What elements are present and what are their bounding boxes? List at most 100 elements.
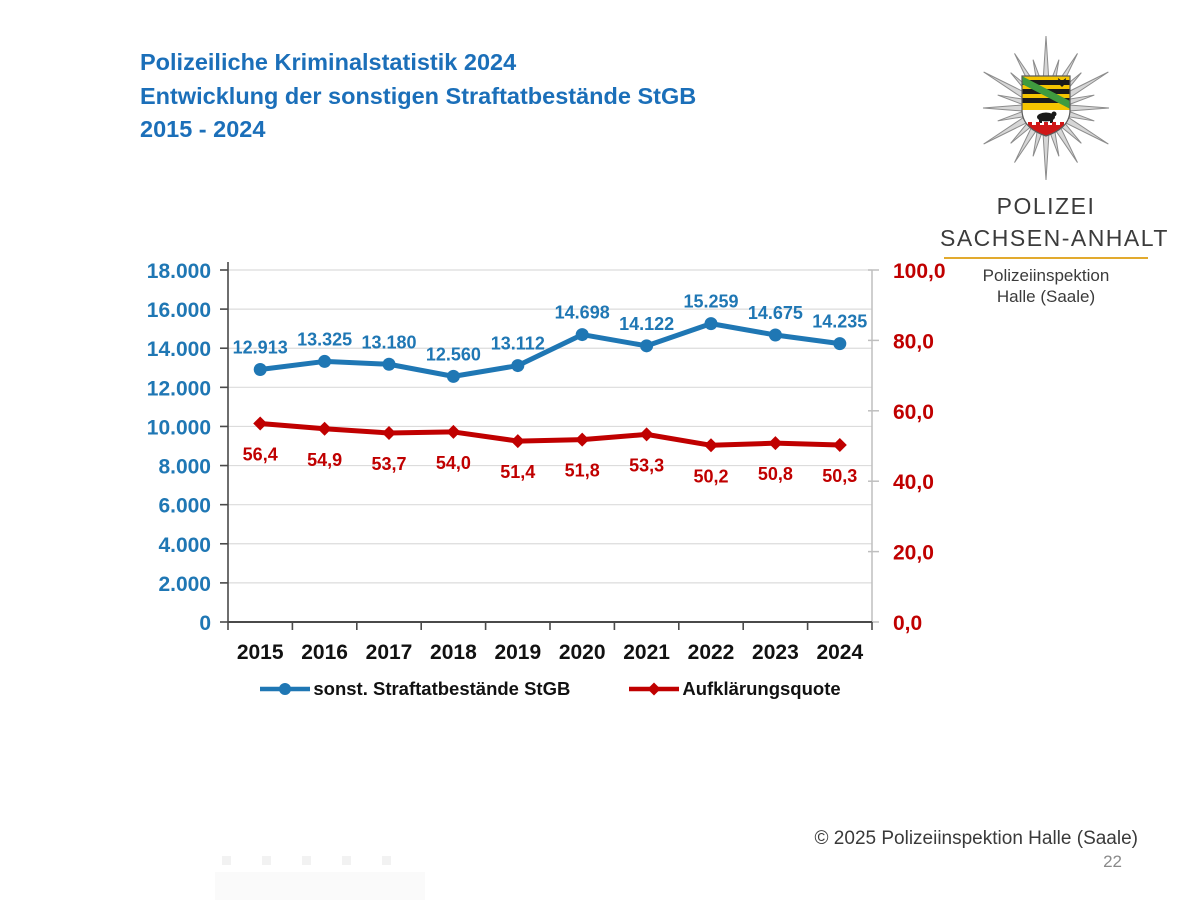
police-logo: POLIZEI SACHSEN-ANHALT Polizeiinspektion…	[940, 28, 1169, 307]
data-label: 53,3	[629, 455, 664, 475]
data-label: 51,4	[500, 462, 535, 482]
data-point-circle	[768, 328, 782, 342]
x-axis-year-label: 2017	[366, 641, 413, 664]
data-point-circle	[511, 359, 525, 373]
shield-outline	[1021, 75, 1071, 137]
logo-org-line2: SACHSEN-ANHALT	[940, 225, 1169, 251]
arms-black-stripe	[1022, 98, 1070, 103]
arms-red-base	[1022, 125, 1070, 136]
logo-dept-line2: Halle (Saale)	[996, 287, 1096, 306]
left-axis-label: 0	[199, 612, 211, 635]
right-axis-label: 80,0	[893, 330, 934, 353]
logo-dept-line1: Polizeiinspektion	[982, 266, 1110, 285]
data-point-diamond	[639, 427, 654, 442]
data-point-diamond	[768, 436, 783, 451]
data-point-diamond	[382, 425, 396, 440]
data-point-diamond	[704, 438, 718, 453]
data-point-diamond	[575, 432, 590, 447]
right-axis-label: 100,0	[893, 260, 946, 283]
data-point-circle	[382, 357, 396, 371]
x-axis-year-label: 2019	[494, 641, 541, 664]
right-axis-label: 0,0	[893, 612, 922, 635]
series-stgb: 12.913 13.325 13.180 12.560 13.112 14.698 14.1…	[233, 292, 867, 383]
series-line	[257, 420, 843, 448]
data-point-diamond	[832, 437, 847, 452]
left-axis-label: 2.000	[158, 573, 211, 596]
x-axis-year-label: 2023	[752, 641, 799, 664]
footer-copyright: © 2025 Polizeiinspektion Halle (Saale)	[814, 828, 1138, 849]
right-axis: 0,0 20,0 40,0 60,0 80,0 100,0	[868, 260, 946, 635]
data-label: 54,9	[307, 450, 342, 470]
legend-label-stgb: sonst. Straftatbestände StGB	[313, 678, 571, 699]
data-label: 51,8	[565, 461, 600, 481]
data-label: 12.913	[233, 337, 288, 357]
red-line-diamond-marker-icon	[629, 682, 680, 696]
x-axis-year-label: 2020	[559, 641, 606, 664]
series-aufklaerungsquote: 56,4 54,9 53,7 54,0 51,4 51,8 53,3 50,2 50,8 50,3	[243, 416, 857, 486]
data-point-circle	[704, 317, 718, 331]
left-axis-label: 14.000	[147, 338, 211, 361]
logo-org-line1: POLIZEI	[996, 193, 1096, 219]
data-label: 50,8	[758, 464, 793, 484]
cropped-artifact-box	[215, 872, 425, 900]
x-axis-year-label: 2022	[688, 641, 735, 664]
cropped-artifact-dots	[222, 856, 422, 865]
chart-legend: sonst. Straftatbestände StGB Aufklärungs…	[190, 678, 910, 700]
left-axis-label: 8.000	[158, 456, 211, 479]
data-point-circle	[833, 337, 847, 351]
data-label: 56,4	[243, 444, 278, 464]
data-point-diamond	[253, 416, 268, 431]
data-point-diamond	[317, 421, 332, 436]
right-axis-label: 20,0	[893, 542, 934, 565]
series-line	[257, 321, 843, 379]
x-axis-year-label: 2015	[237, 641, 284, 664]
data-label: 54,0	[436, 453, 471, 473]
gridlines	[228, 269, 872, 584]
page-number: 22	[1103, 852, 1122, 871]
data-point-circle	[318, 354, 332, 368]
left-axis-label: 12.000	[147, 377, 211, 400]
left-axis: 0 2.000 4.000 6.000 8.000 10.000 12.000 14.000 1…	[147, 260, 229, 635]
coat-of-arms	[1021, 75, 1071, 137]
legend-item-aufklaerungsquote: Aufklärungsquote	[628, 678, 841, 700]
left-axis-label: 10.000	[147, 416, 211, 439]
title-line-2: Entwicklung der sonstigen Straftatbestän…	[140, 82, 697, 109]
title-line-3: 2015 - 2024	[140, 116, 266, 142]
x-axis-year-label: 2024	[816, 641, 863, 664]
x-axis-year-label: 2016	[301, 641, 348, 664]
data-label: 12.560	[426, 344, 481, 364]
slide-title: Polizeiliche Kriminalstatistik 2024 Entw…	[140, 46, 696, 147]
data-label: 14.235	[812, 312, 867, 332]
legend-label-aufklaerungsquote: Aufklärungsquote	[682, 678, 841, 699]
legend-item-stgb: sonst. Straftatbestände StGB	[259, 678, 570, 700]
arms-green-bend	[1022, 76, 1070, 110]
right-axis-label: 40,0	[893, 471, 934, 494]
left-axis-label: 4.000	[158, 534, 211, 557]
data-point-diamond	[446, 424, 461, 439]
right-axis-label: 60,0	[893, 401, 934, 424]
data-label: 53,7	[371, 454, 406, 474]
data-point-diamond	[510, 434, 525, 449]
data-label: 50,2	[693, 466, 728, 486]
data-label: 50,3	[822, 466, 857, 486]
data-point-circle	[575, 328, 589, 342]
data-label: 13.112	[491, 334, 545, 354]
data-label: 13.325	[297, 329, 352, 349]
data-label: 13.180	[361, 332, 416, 352]
data-label: 14.675	[748, 303, 803, 323]
police-star-icon	[982, 35, 1110, 181]
left-axis-label: 16.000	[147, 299, 211, 322]
title-line-1: Polizeiliche Kriminalstatistik 2024	[140, 49, 517, 75]
data-point-circle	[253, 362, 267, 376]
data-label: 14.698	[555, 303, 610, 323]
blue-line-circle-marker-icon	[260, 683, 311, 695]
x-axis-year-label: 2018	[430, 641, 477, 664]
left-axis-label: 18.000	[147, 260, 211, 283]
arms-eagle	[1058, 78, 1066, 87]
x-axis: 2015 2016 2017 2018 2019 2020 2021 2022 2023 2024	[227, 621, 873, 664]
data-point-circle	[446, 369, 460, 383]
left-axis-label: 6.000	[158, 495, 211, 518]
arms-black-stripe	[1022, 80, 1070, 85]
